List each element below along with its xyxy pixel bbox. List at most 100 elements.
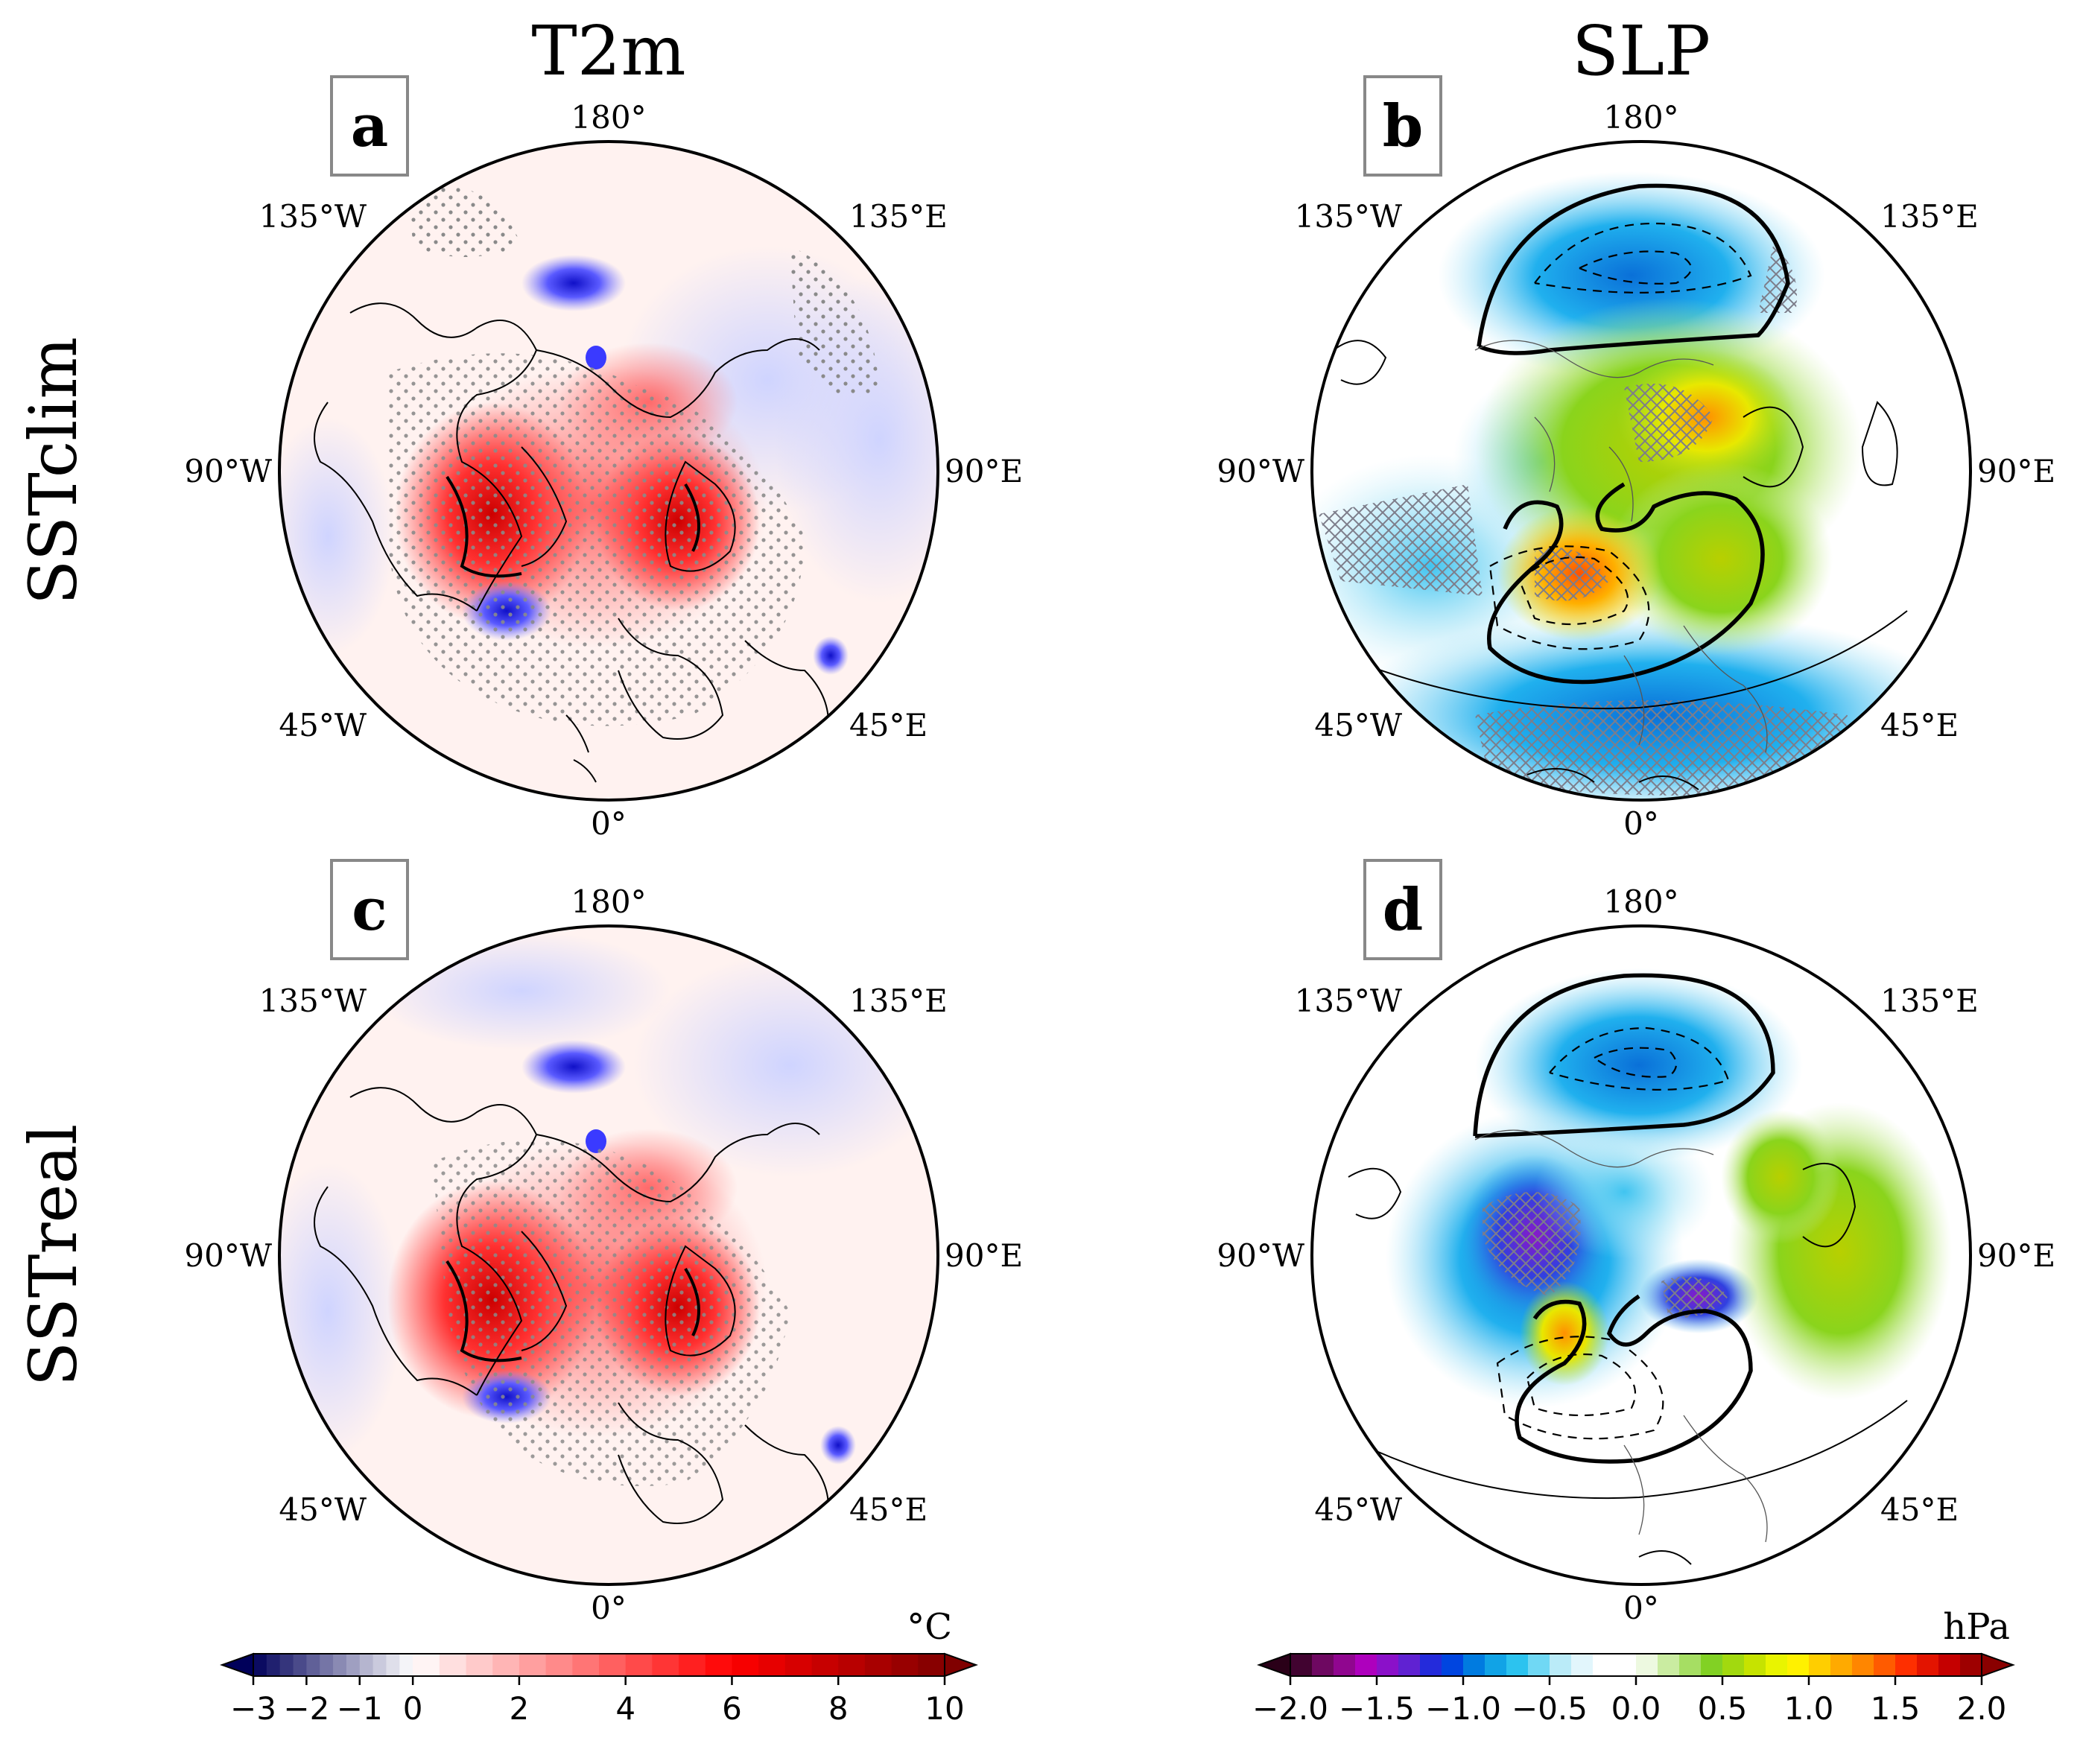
panel-a: [278, 140, 939, 802]
colorbar-t2m-segment: [372, 1654, 387, 1676]
colorbar-slp-segment: [1614, 1654, 1637, 1676]
colorbar-slp-segment: [1701, 1654, 1723, 1676]
colorbar-t2m-segment: [732, 1654, 759, 1676]
colorbar-t2m-segment: [758, 1654, 786, 1676]
colorbar-t2m-segment: [333, 1654, 347, 1676]
colorbar-t2m-segment: [466, 1654, 493, 1676]
colorbar-slp-segment: [1506, 1654, 1529, 1676]
colorbar-slp-segment: [1766, 1654, 1788, 1676]
colorbar-slp-segment: [1442, 1654, 1464, 1676]
colorbar-slp-segment: [1874, 1654, 1896, 1676]
lon-labels-a: 180° 135°W 135°E 90°W 90°E 45°W 45°E 0°: [184, 99, 1023, 842]
colorbar-slp-tick-label: −1.5: [1339, 1690, 1415, 1727]
lon-label: 0°: [591, 1590, 627, 1626]
panel-letter-box-d: d: [1363, 859, 1442, 960]
lon-label: 90°E: [945, 453, 1023, 489]
lon-label: 135°W: [259, 198, 367, 235]
colorbar-t2m-segment: [705, 1654, 733, 1676]
lon-labels-d: 180° 135°W 135°E 90°W 90°E 45°W 45°E 0°: [1217, 883, 2055, 1626]
panel-b: [1310, 140, 1972, 802]
colorbar-t2m-tick-label: −3: [230, 1690, 276, 1727]
colorbar-t2m-segment: [679, 1654, 706, 1676]
colorbar-slp-segment: [1355, 1654, 1377, 1676]
colorbar-slp-tick-label: −2.0: [1252, 1690, 1328, 1727]
colorbar-slp-tick-label: 0.0: [1611, 1690, 1661, 1727]
colorbar-t2m-segment: [293, 1654, 307, 1676]
colorbar-slp: hPa −2.0 −1.5 −1.0 −0.5 0.0 0.5 1.0 1.5 2.0: [1252, 1606, 2015, 1727]
panel-a-field: [279, 142, 938, 800]
colorbar-t2m-segment: [346, 1654, 361, 1676]
lon-label: 45°E: [1880, 707, 1959, 743]
colorbar-slp-segment: [1528, 1654, 1550, 1676]
colorbar-t2m-segment: [439, 1654, 467, 1676]
colorbar-slp-segment: [1312, 1654, 1334, 1676]
colorbar-slp-tick-label: 2.0: [1957, 1690, 2007, 1727]
colorbar-t2m-segment: [492, 1654, 520, 1676]
column-title-left: T2m: [531, 11, 685, 91]
lon-label: 135°E: [1880, 198, 1979, 235]
colorbar-t2m-tick-label: 10: [925, 1690, 964, 1727]
lon-label: 45°W: [279, 1491, 367, 1528]
colorbar-t2m-segment: [864, 1654, 892, 1676]
colorbar-slp-segment: [1485, 1654, 1507, 1676]
lon-label: 90°W: [1217, 453, 1304, 489]
panel-c: [278, 924, 939, 1586]
panel-letter-box-c: c: [330, 859, 409, 960]
lon-label: 0°: [1623, 805, 1659, 842]
colorbar-slp-segment: [1398, 1654, 1421, 1676]
colorbar-slp-segment: [1463, 1654, 1486, 1676]
panel-letter-box-a: a: [330, 75, 409, 177]
colorbar-t2m-segment: [386, 1654, 400, 1676]
colorbar-slp-segment: [1658, 1654, 1680, 1676]
colorbar-t2m-tick-label: 4: [615, 1690, 635, 1727]
colorbar-t2m-tick-label: −1: [337, 1690, 383, 1727]
colorbar-t2m-extend-high: [944, 1652, 978, 1678]
lon-label: 135°E: [1880, 983, 1979, 1019]
colorbar-slp-extend-low: [1257, 1652, 1291, 1678]
colorbar-slp-segment: [1852, 1654, 1874, 1676]
lon-label: 90°W: [184, 453, 272, 489]
colorbar-t2m-frame: [253, 1653, 945, 1677]
column-title-right: SLP: [1572, 11, 1710, 91]
panel-b-field: [1312, 142, 1970, 800]
colorbar-slp-segment: [1679, 1654, 1702, 1676]
colorbar-t2m-tick-label: 0: [403, 1690, 423, 1727]
lon-label: 180°: [1603, 99, 1678, 136]
lon-label: 180°: [571, 883, 646, 920]
colorbar-slp-segment: [1809, 1654, 1831, 1676]
row-title-bottom: SSTreal: [15, 1124, 92, 1386]
lon-label: 45°E: [1880, 1491, 1959, 1528]
panel-letter-b: b: [1383, 92, 1424, 160]
lon-label: 45°W: [279, 707, 367, 743]
lon-labels-c: 180° 135°W 135°E 90°W 90°E 45°W 45°E 0°: [184, 883, 1023, 1626]
colorbar-t2m-segment: [838, 1654, 866, 1676]
lon-label: 90°E: [1977, 453, 2055, 489]
colorbar-slp-segment: [1377, 1654, 1399, 1676]
colorbar-t2m: °C −3 −2 −1 0 2 4 6 8 10: [220, 1606, 978, 1727]
colorbar-t2m-segment: [545, 1654, 573, 1676]
colorbar-slp-segment: [1722, 1654, 1745, 1676]
colorbar-t2m-tick-label: 2: [510, 1690, 530, 1727]
colorbar-slp-tick-label: −0.5: [1512, 1690, 1588, 1727]
colorbar-t2m-segment: [306, 1654, 320, 1676]
lon-label: 180°: [571, 99, 646, 136]
colorbar-t2m-segment: [572, 1654, 600, 1676]
colorbar-t2m-segment: [519, 1654, 547, 1676]
colorbar-t2m-segment: [399, 1654, 413, 1676]
colorbar-slp-extend-high: [1981, 1652, 2015, 1678]
lon-label: 135°E: [849, 983, 948, 1019]
colorbar-slp-segment: [1938, 1654, 1961, 1676]
colorbar-slp-units: hPa: [1943, 1606, 2010, 1648]
colorbar-slp-segment: [1571, 1654, 1594, 1676]
colorbar-t2m-tick-label: −2: [283, 1690, 329, 1727]
panel-letter-box-b: b: [1363, 75, 1442, 177]
lon-label: 90°E: [945, 1237, 1023, 1274]
colorbar-slp-segment: [1593, 1654, 1615, 1676]
colorbar-t2m-segment: [320, 1654, 334, 1676]
lon-label: 90°E: [1977, 1237, 2055, 1274]
colorbar-t2m-segment: [891, 1654, 919, 1676]
lon-label: 45°W: [1314, 1491, 1402, 1528]
colorbar-t2m-tick-label: 8: [828, 1690, 849, 1727]
colorbar-t2m-segment: [652, 1654, 679, 1676]
